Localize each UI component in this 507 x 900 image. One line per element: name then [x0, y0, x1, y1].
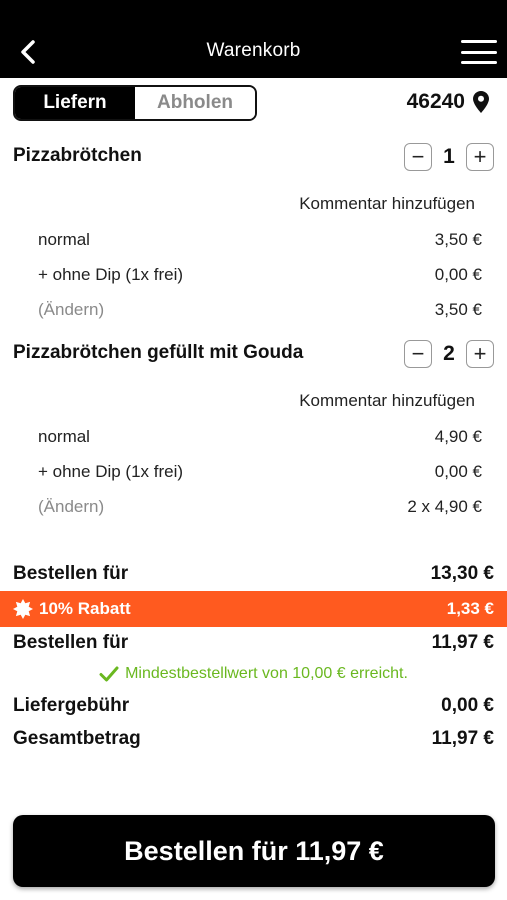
- quantity-value: 1: [443, 145, 455, 168]
- total-label: Gesamtbetrag: [13, 728, 141, 749]
- quantity-stepper: − 1 +: [404, 143, 494, 171]
- location-selector[interactable]: 46240: [407, 90, 489, 114]
- after-discount-value: 11,97 €: [431, 632, 494, 653]
- line-price: 3,50 €: [434, 300, 482, 319]
- decrease-quantity-button[interactable]: −: [404, 143, 432, 171]
- increase-quantity-button[interactable]: +: [466, 340, 494, 368]
- item-line: normal 4,90 €: [38, 427, 482, 447]
- line-price: 4,90 €: [434, 427, 482, 446]
- quantity-stepper: − 2 +: [404, 340, 494, 368]
- back-button[interactable]: [12, 34, 44, 70]
- decrease-quantity-button[interactable]: −: [404, 340, 432, 368]
- map-pin-icon: [473, 91, 489, 113]
- delivery-fee-value: 0,00 €: [441, 695, 494, 716]
- line-price: 2 x 4,90 €: [407, 497, 482, 516]
- item-line: (Ändern) 2 x 4,90 €: [38, 497, 482, 517]
- subtotal-row: Bestellen für 13,30 €: [13, 563, 494, 585]
- after-discount-row: Bestellen für 11,97 €: [13, 632, 494, 654]
- line-label: normal: [38, 230, 90, 249]
- tab-abholen[interactable]: Abholen: [135, 87, 255, 119]
- minimum-order-text: Mindestbestellwert von 10,00 € erreicht.: [125, 665, 408, 682]
- subtotal-value: 13,30 €: [430, 563, 494, 584]
- place-order-button[interactable]: Bestellen für 11,97 €: [13, 815, 495, 887]
- quantity-value: 2: [443, 342, 455, 365]
- item-name: Pizzabrötchen: [13, 145, 142, 166]
- item-name: Pizzabrötchen gefüllt mit Gouda: [13, 342, 304, 363]
- tab-liefern[interactable]: Liefern: [15, 87, 135, 119]
- discount-label: 10% Rabatt: [39, 599, 131, 618]
- hamburger-menu-icon[interactable]: [461, 38, 497, 66]
- add-comment-link[interactable]: Kommentar hinzufügen: [299, 391, 475, 410]
- line-price: 3,50 €: [434, 230, 482, 249]
- discount-banner: 10% Rabatt 1,33 €: [0, 591, 507, 627]
- edit-item-link[interactable]: (Ändern): [38, 497, 105, 516]
- item-line: normal 3,50 €: [38, 230, 482, 250]
- line-label: + ohne Dip (1x frei): [38, 462, 184, 481]
- item-line: + ohne Dip (1x frei) 0,00 €: [38, 265, 482, 285]
- zip-code: 46240: [406, 90, 465, 113]
- edit-item-link[interactable]: (Ändern): [38, 300, 105, 319]
- discount-value: 1,33 €: [446, 599, 494, 618]
- add-comment-link[interactable]: Kommentar hinzufügen: [299, 194, 475, 213]
- total-row: Gesamtbetrag 11,97 €: [13, 728, 494, 750]
- total-value: 11,97 €: [431, 728, 494, 749]
- badge-icon: [13, 599, 33, 619]
- chevron-left-icon: [21, 40, 35, 64]
- delivery-fee-row: Liefergebühr 0,00 €: [13, 695, 494, 717]
- line-label: normal: [38, 427, 90, 446]
- check-icon: [99, 666, 119, 682]
- page-title: Warenkorb: [206, 40, 301, 61]
- line-label: + ohne Dip (1x frei): [38, 265, 184, 284]
- line-price: 0,00 €: [434, 462, 482, 481]
- delivery-mode-toggle: Liefern Abholen: [13, 85, 257, 121]
- subtotal-label: Bestellen für: [13, 563, 129, 584]
- item-line: (Ändern) 3,50 €: [38, 300, 482, 320]
- increase-quantity-button[interactable]: +: [466, 143, 494, 171]
- app-header: Warenkorb: [0, 0, 507, 78]
- item-line: + ohne Dip (1x frei) 0,00 €: [38, 462, 482, 482]
- delivery-fee-label: Liefergebühr: [13, 695, 130, 716]
- line-price: 0,00 €: [434, 265, 482, 284]
- minimum-order-note: Mindestbestellwert von 10,00 € erreicht.: [0, 665, 507, 683]
- after-discount-label: Bestellen für: [13, 632, 129, 653]
